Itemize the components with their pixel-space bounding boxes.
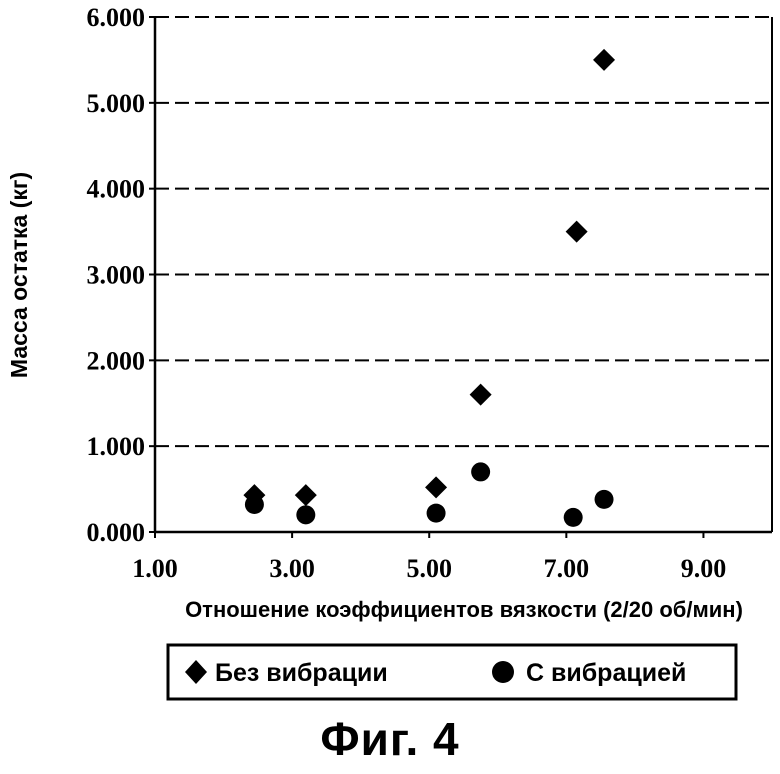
data-point-diamond [425,476,447,498]
data-point-circle [296,505,315,524]
x-tick-label: 3.00 [269,554,315,583]
legend-circle-marker [492,661,514,683]
gridlines [155,17,772,446]
data-point-diamond [470,384,492,406]
figure-caption: Фиг. 4 [0,712,780,766]
y-tick-label: 2.000 [87,346,146,375]
data-point-circle [471,462,490,481]
data-point-diamond [566,221,588,243]
legend: Без вибрации С вибрацией [168,645,736,699]
scatter-chart: 1.00 3.00 5.00 7.00 9.00 0.000 1.000 2.000 3.00… [0,0,780,712]
x-tick-label: 1.00 [132,554,178,583]
y-tick-label: 0.000 [87,518,146,547]
y-tick-label: 6.000 [87,3,146,32]
data-point-circle [245,495,264,514]
data-point-circle [595,490,614,509]
data-point-diamond [295,484,317,506]
data-point-circle [564,508,583,527]
y-tick-label: 1.000 [87,432,146,461]
x-axis-title: Отношение коэффициентов вязкости (2/20 о… [185,597,743,622]
data-points [243,49,615,527]
y-tick-label: 4.000 [87,175,146,204]
data-point-circle [427,504,446,523]
legend-label-no-vibration: Без вибрации [215,659,388,687]
y-axis-title: Масса остатка (кг) [6,172,32,378]
y-tick-label: 5.000 [87,89,146,118]
y-axis-ticks: 0.000 1.000 2.000 3.000 4.000 5.000 6.000 [87,3,156,547]
data-point-diamond [593,49,615,71]
x-tick-label: 5.00 [406,554,452,583]
x-tick-label: 7.00 [544,554,590,583]
x-tick-label: 9.00 [681,554,727,583]
legend-label-with-vibration: С вибрацией [526,659,686,687]
y-tick-label: 3.000 [87,261,146,290]
x-axis-ticks: 1.00 3.00 5.00 7.00 9.00 [132,532,726,583]
